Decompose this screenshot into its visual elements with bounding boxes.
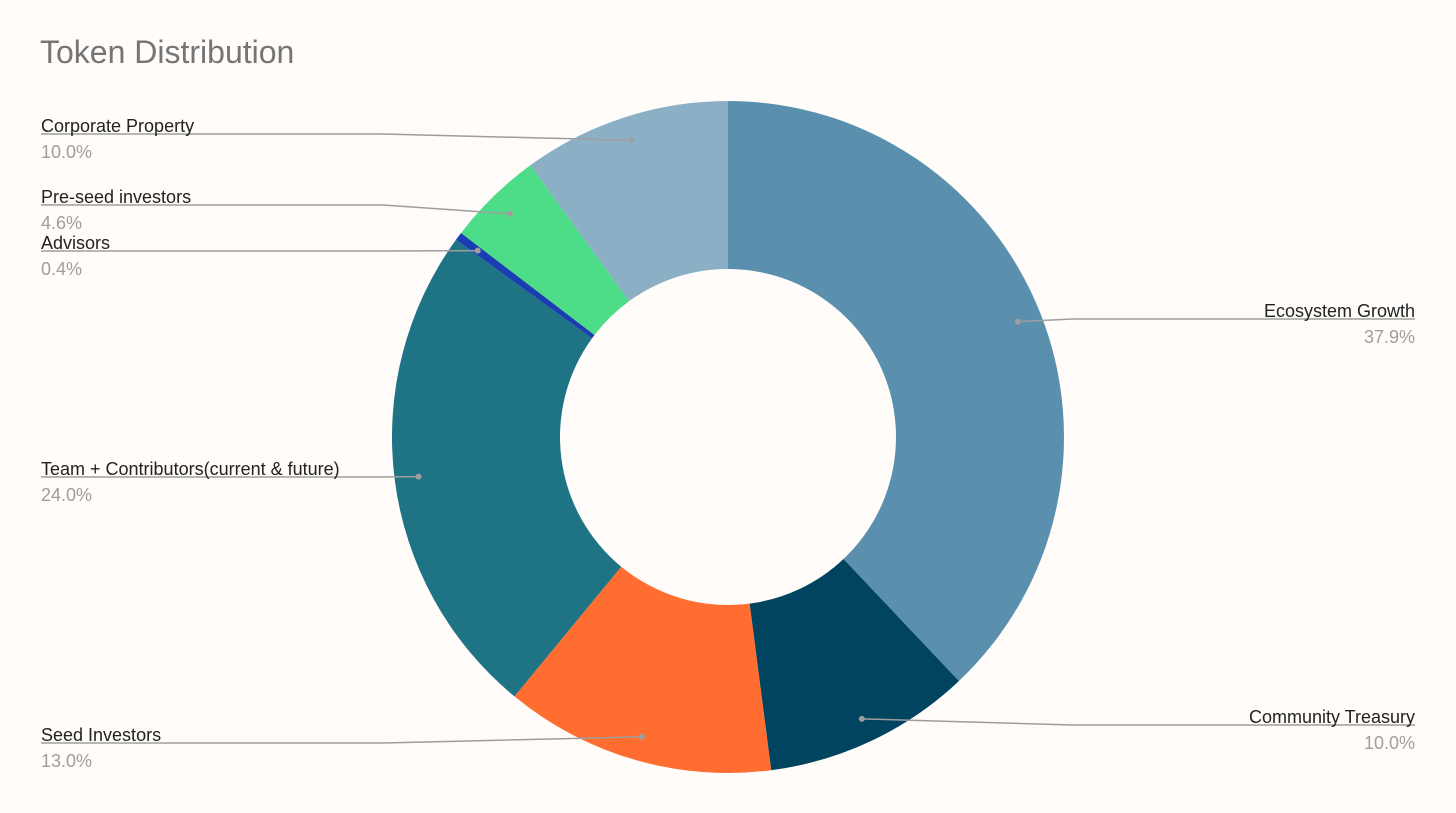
slice-label-corporate-property: Corporate Property — [41, 116, 194, 136]
leader-dot-team-contributors-current-future — [415, 473, 422, 480]
slice-percent-team-contributors-current-future: 24.0% — [41, 485, 92, 505]
slice-ecosystem-growth — [728, 101, 1064, 682]
leader-line-community-treasury — [861, 718, 1415, 726]
slice-label-advisors: Advisors — [41, 233, 110, 253]
chart-title: Token Distribution — [40, 34, 295, 70]
slice-corporate-property — [530, 101, 728, 302]
leader-dot-pre-seed-investors — [506, 210, 513, 217]
slice-label-community-treasury: Community Treasury — [1249, 707, 1415, 727]
slice-label-ecosystem-growth: Ecosystem Growth — [1264, 301, 1415, 321]
slice-percent-ecosystem-growth: 37.9% — [1364, 327, 1415, 347]
slice-team-contributors-current-future — [391, 239, 622, 697]
slice-advisors — [455, 232, 595, 339]
slice-pre-seed-investors — [461, 165, 630, 335]
leader-dot-advisors — [474, 247, 481, 254]
leader-dot-corporate-property — [628, 137, 635, 144]
leader-dot-seed-investors — [638, 733, 645, 740]
slice-percent-advisors: 0.4% — [41, 259, 82, 279]
slice-label-team-contributors-current-future: Team + Contributors(current & future) — [41, 459, 340, 479]
leader-line-corporate-property — [41, 133, 632, 142]
leader-line-pre-seed-investors — [41, 204, 511, 215]
slice-seed-investors — [514, 566, 772, 773]
leader-dot-community-treasury — [858, 715, 865, 722]
slice-percent-pre-seed-investors: 4.6% — [41, 213, 82, 233]
slice-percent-seed-investors: 13.0% — [41, 751, 92, 771]
slice-percent-community-treasury: 10.0% — [1364, 733, 1415, 753]
slice-percent-corporate-property: 10.0% — [41, 142, 92, 162]
slice-label-seed-investors: Seed Investors — [41, 725, 161, 745]
slice-label-pre-seed-investors: Pre-seed investors — [41, 187, 191, 207]
leader-dot-ecosystem-growth — [1014, 318, 1021, 325]
leader-line-ecosystem-growth — [1017, 318, 1415, 323]
slice-community-treasury — [749, 559, 959, 771]
leader-line-seed-investors — [41, 736, 642, 744]
